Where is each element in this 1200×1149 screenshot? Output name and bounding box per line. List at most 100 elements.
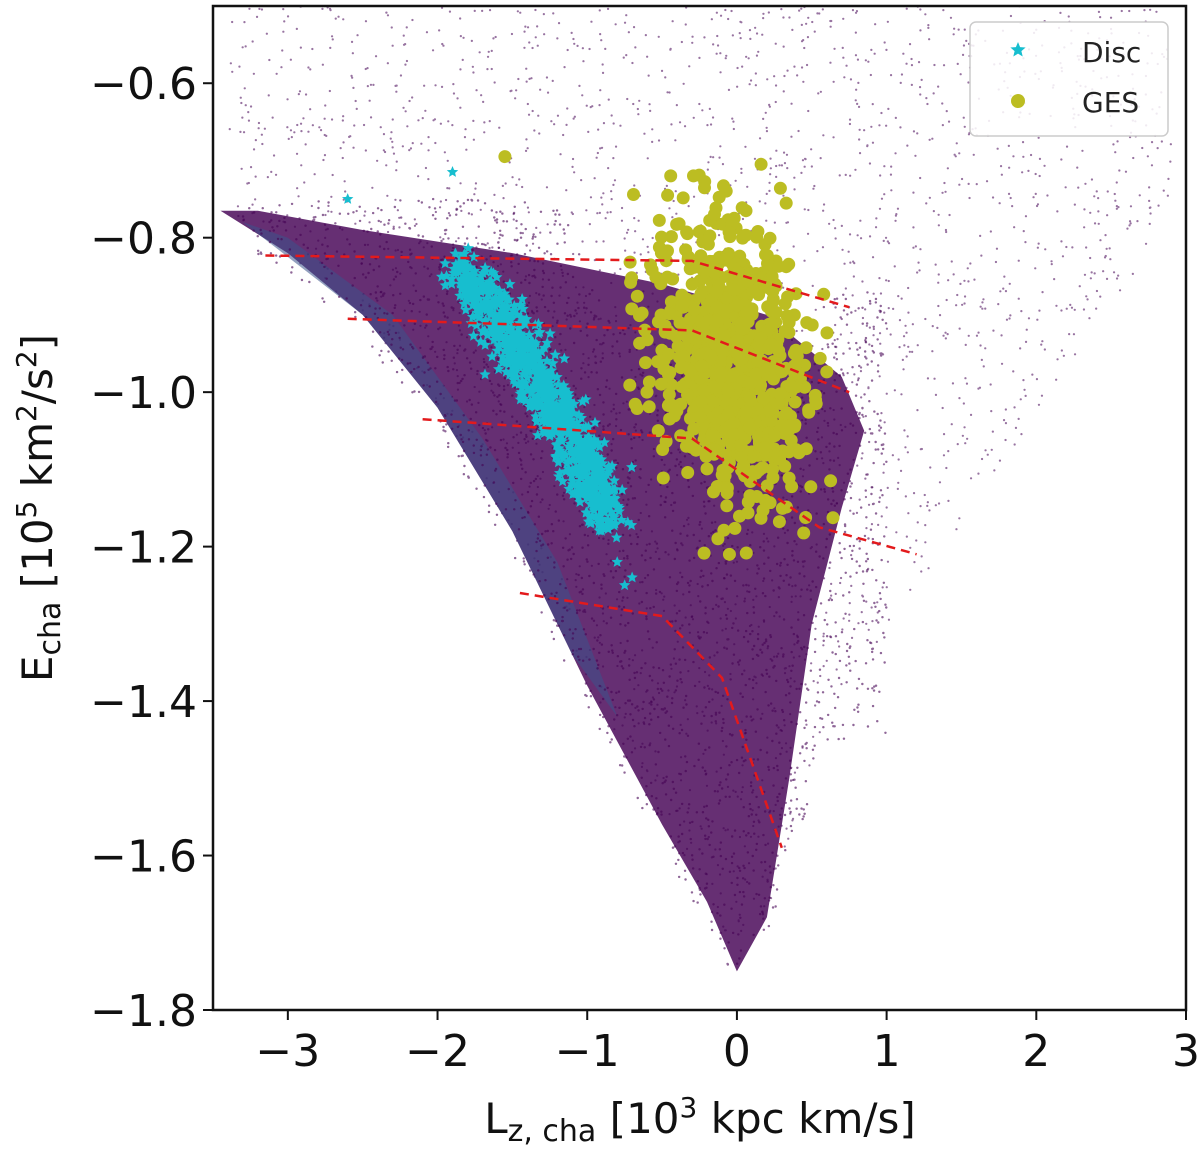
ges-point	[754, 157, 768, 171]
ges-point	[672, 217, 686, 231]
y-tick-label: −1.2	[90, 523, 197, 574]
ges-point	[630, 289, 644, 303]
ges-point	[695, 359, 709, 373]
x-tick-label: 3	[1172, 1026, 1200, 1077]
ges-point	[784, 433, 798, 447]
ges-point	[742, 421, 756, 435]
ges-point	[751, 225, 765, 238]
ges-point	[656, 471, 670, 485]
ges-point	[765, 316, 779, 330]
ges-point	[681, 431, 695, 445]
ges-point	[625, 302, 639, 316]
ges-point	[741, 506, 755, 520]
ges-point	[759, 248, 772, 262]
ges-point	[793, 444, 807, 458]
ges-point	[727, 428, 741, 442]
ges-point	[741, 315, 755, 329]
ges-point	[642, 375, 656, 389]
ges-point	[749, 367, 763, 381]
ges-point	[735, 201, 749, 215]
y-tick-label: −0.8	[90, 214, 197, 265]
ges-point	[651, 424, 665, 438]
ges-point	[681, 388, 694, 402]
x-tick-label: 2	[1022, 1026, 1050, 1077]
ges-point	[639, 356, 652, 370]
ges-point	[767, 372, 780, 386]
ges-point	[734, 450, 748, 464]
ges-point	[681, 331, 695, 345]
ges-point	[675, 360, 689, 373]
ges-point	[717, 179, 730, 193]
ges-point	[758, 441, 771, 455]
ges-point	[756, 503, 770, 517]
y-tick-label: −1.4	[90, 677, 197, 728]
ges-point	[664, 230, 678, 244]
y-tick-label: −1.8	[90, 986, 197, 1037]
ges-point	[693, 410, 706, 424]
ges-point	[727, 283, 741, 297]
ges-point	[720, 499, 734, 513]
disc-series-layer	[342, 166, 638, 591]
ges-point	[685, 277, 699, 291]
ges-point	[782, 314, 796, 328]
ges-point	[824, 474, 838, 488]
ges-point	[728, 521, 742, 535]
ges-point	[710, 285, 724, 298]
x-axis-label: Lz, cha [103 kpc km/s]	[484, 1091, 916, 1149]
ges-point	[772, 259, 785, 273]
ges-point	[775, 501, 789, 515]
ges-point	[663, 366, 677, 379]
x-tick-label: 1	[873, 1026, 901, 1077]
ges-point	[694, 249, 708, 263]
disc-star-points	[342, 166, 638, 591]
ges-point	[642, 400, 656, 414]
ges-point	[721, 384, 735, 398]
ges-point	[697, 546, 711, 560]
ges-point	[782, 445, 796, 459]
ges-point	[733, 348, 747, 362]
ges-point	[773, 181, 787, 195]
ges-point	[688, 303, 701, 317]
ges-point	[662, 347, 675, 361]
ges-point	[774, 419, 788, 433]
ges-point	[664, 378, 678, 392]
x-tick-label: −3	[255, 1026, 320, 1077]
ges-point	[739, 405, 753, 419]
y-tick-label: −1.6	[90, 832, 197, 883]
ges-point	[623, 378, 637, 392]
ges-point	[635, 306, 649, 320]
ges-point	[763, 231, 777, 245]
ges-point	[739, 546, 753, 560]
ges-point	[697, 384, 710, 397]
ges-point	[784, 379, 798, 393]
dashed-line-1	[265, 254, 850, 309]
ges-point	[640, 333, 654, 347]
ges-point	[676, 191, 690, 205]
ges-point	[751, 354, 765, 368]
ges-point	[826, 511, 840, 525]
ges-point	[820, 365, 834, 379]
ges-point	[766, 285, 780, 298]
ges-point	[754, 331, 768, 345]
legend-disc-marker	[1010, 42, 1026, 57]
ges-point	[820, 326, 834, 340]
ges-point	[628, 397, 642, 411]
dashed-line-4	[519, 591, 783, 849]
ges-point	[773, 387, 787, 401]
ges-point	[679, 243, 693, 257]
x-tick-label: −2	[405, 1026, 470, 1077]
ges-point	[781, 290, 795, 304]
ges-point	[695, 395, 709, 408]
ges-point	[696, 263, 710, 277]
legend-ges-marker	[1011, 94, 1025, 108]
ges-point	[765, 270, 779, 283]
dashed-line-2	[347, 317, 850, 394]
ges-point	[652, 213, 666, 227]
ges-point	[627, 188, 640, 201]
ges-point	[750, 490, 764, 503]
ges-point	[784, 419, 798, 433]
ges-point	[673, 316, 687, 330]
ges-point	[661, 188, 675, 202]
ges-point	[772, 344, 786, 358]
